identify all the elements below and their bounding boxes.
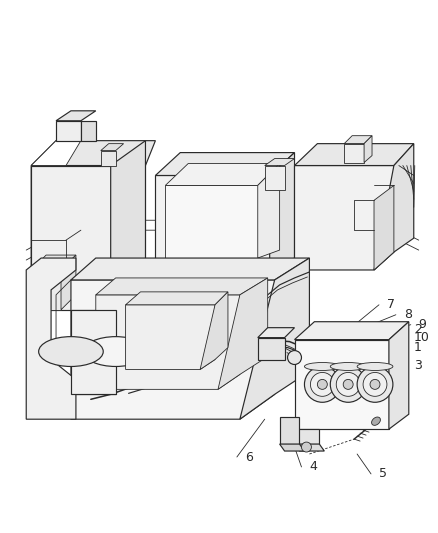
Polygon shape <box>374 144 414 270</box>
Polygon shape <box>294 144 414 166</box>
Text: 9: 9 <box>419 318 427 331</box>
Polygon shape <box>240 258 309 419</box>
Polygon shape <box>155 152 294 175</box>
Polygon shape <box>111 141 145 310</box>
Text: 2: 2 <box>414 323 422 336</box>
Ellipse shape <box>304 362 340 370</box>
Polygon shape <box>270 152 294 270</box>
Polygon shape <box>265 158 294 166</box>
Polygon shape <box>31 166 111 310</box>
Polygon shape <box>71 280 275 419</box>
Polygon shape <box>195 258 215 272</box>
Polygon shape <box>265 166 285 190</box>
Circle shape <box>357 367 393 402</box>
Text: 5: 5 <box>379 467 387 480</box>
Circle shape <box>343 379 353 389</box>
Ellipse shape <box>330 362 366 370</box>
Polygon shape <box>96 295 240 389</box>
Ellipse shape <box>39 337 103 367</box>
Text: 8: 8 <box>404 308 412 321</box>
Polygon shape <box>56 121 81 141</box>
Polygon shape <box>165 164 279 185</box>
Polygon shape <box>31 270 61 310</box>
Text: 1: 1 <box>414 341 422 354</box>
Circle shape <box>330 367 366 402</box>
Text: 10: 10 <box>414 331 430 344</box>
Circle shape <box>288 351 301 365</box>
Circle shape <box>370 379 380 389</box>
Ellipse shape <box>83 337 148 367</box>
Polygon shape <box>126 292 228 305</box>
Polygon shape <box>195 272 220 277</box>
Polygon shape <box>165 185 258 258</box>
Polygon shape <box>258 337 285 360</box>
Text: 3: 3 <box>414 359 422 372</box>
Polygon shape <box>200 292 228 369</box>
Polygon shape <box>81 121 96 141</box>
Polygon shape <box>61 255 76 310</box>
Polygon shape <box>279 444 304 451</box>
Polygon shape <box>294 444 324 451</box>
Polygon shape <box>258 164 279 258</box>
Text: 4: 4 <box>309 461 317 473</box>
Polygon shape <box>96 278 268 295</box>
Circle shape <box>318 379 327 389</box>
Polygon shape <box>258 328 294 337</box>
Polygon shape <box>56 111 96 121</box>
Text: 7: 7 <box>387 298 395 311</box>
Polygon shape <box>31 166 145 310</box>
Circle shape <box>301 442 311 452</box>
Polygon shape <box>389 322 409 429</box>
Polygon shape <box>294 340 389 429</box>
Text: 6: 6 <box>245 450 253 464</box>
Circle shape <box>311 373 334 397</box>
Polygon shape <box>294 166 394 270</box>
Polygon shape <box>279 417 300 444</box>
Circle shape <box>336 373 360 397</box>
Polygon shape <box>364 136 372 163</box>
Polygon shape <box>26 258 76 419</box>
Polygon shape <box>31 141 155 166</box>
Polygon shape <box>126 305 215 369</box>
Circle shape <box>363 373 387 397</box>
Polygon shape <box>71 310 116 394</box>
Polygon shape <box>31 255 76 270</box>
Polygon shape <box>374 185 394 270</box>
Polygon shape <box>344 136 372 144</box>
Polygon shape <box>31 141 81 166</box>
Polygon shape <box>294 322 409 340</box>
Polygon shape <box>71 258 309 280</box>
Ellipse shape <box>371 417 381 425</box>
Circle shape <box>304 367 340 402</box>
Polygon shape <box>101 151 116 166</box>
Polygon shape <box>344 144 364 163</box>
Polygon shape <box>101 144 124 151</box>
Ellipse shape <box>357 362 393 370</box>
Polygon shape <box>155 175 270 270</box>
Polygon shape <box>218 278 268 389</box>
Polygon shape <box>294 429 319 444</box>
